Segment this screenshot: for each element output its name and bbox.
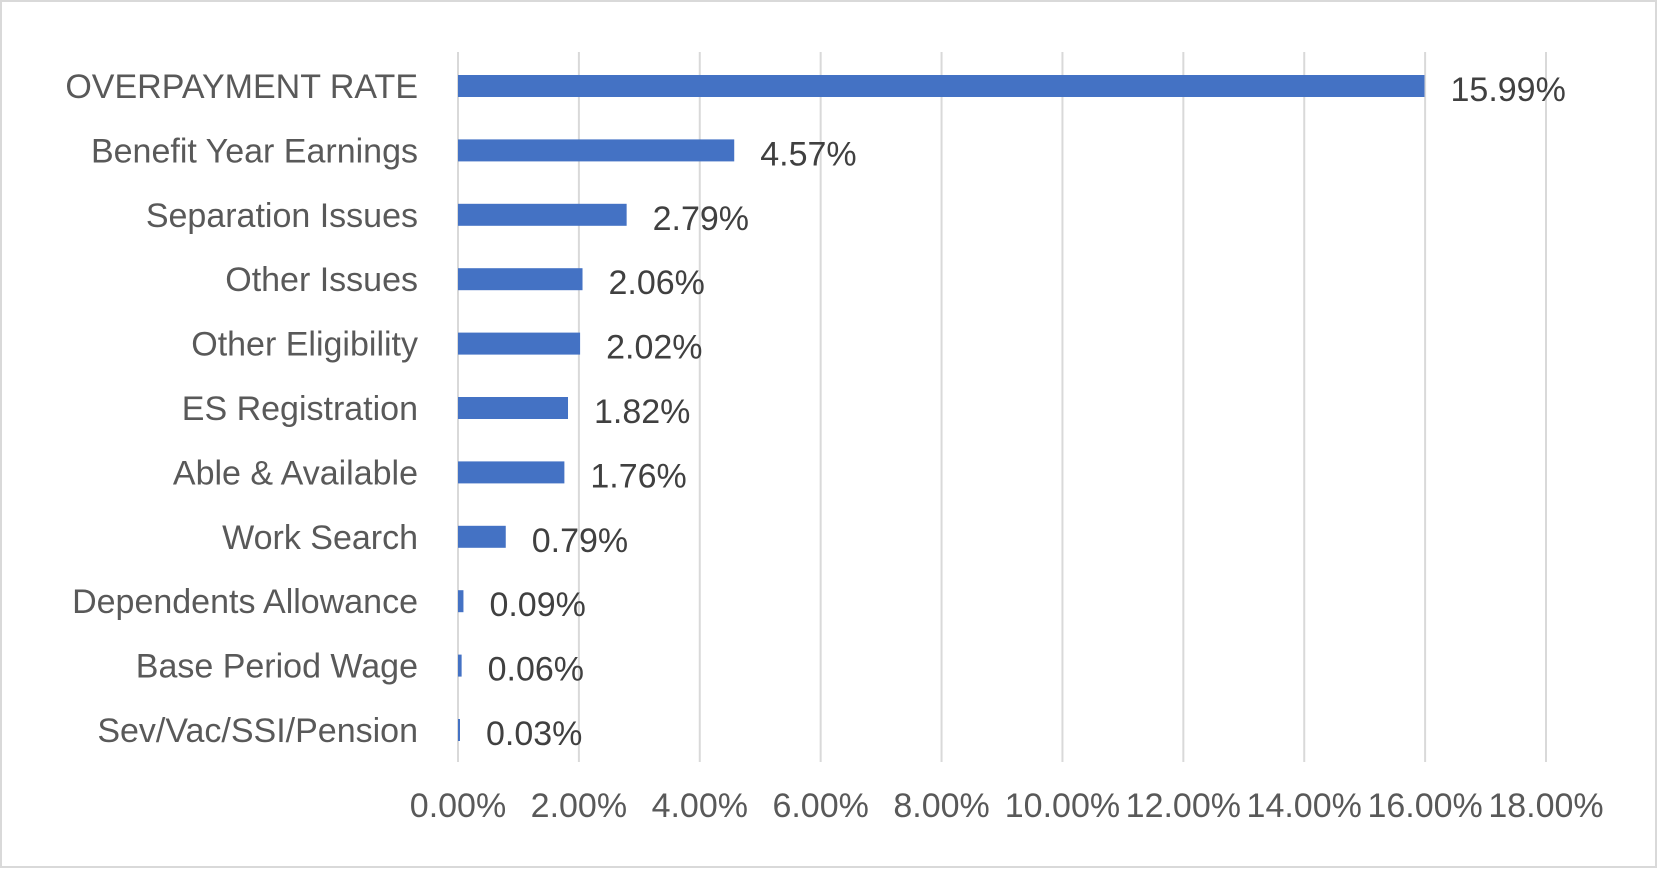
data-label: 2.02% <box>606 329 702 367</box>
bar <box>458 203 627 226</box>
x-tick-label: 14.00% <box>1247 787 1362 825</box>
bar <box>458 139 735 162</box>
data-label: 0.03% <box>486 715 582 753</box>
category-label: Dependents Allowance <box>72 583 418 621</box>
category-label: Other Issues <box>225 261 418 299</box>
category-label: OVERPAYMENT RATE <box>65 68 418 106</box>
x-tick-label: 12.00% <box>1126 787 1241 825</box>
bar <box>458 75 1425 97</box>
x-tick-label: 18.00% <box>1488 787 1603 825</box>
category-labels: OVERPAYMENT RATE Benefit Year Earnings Sep… <box>65 68 418 750</box>
data-label: 2.06% <box>609 264 705 302</box>
x-tick-label: 8.00% <box>893 787 989 825</box>
category-label: Other Eligibility <box>191 326 418 364</box>
x-tick-label: 10.00% <box>1005 787 1120 825</box>
category-label: ES Registration <box>182 390 418 428</box>
data-label: 0.79% <box>532 522 628 560</box>
category-label: Sev/Vac/SSI/Pension <box>97 712 418 750</box>
bar <box>458 525 506 548</box>
x-tick-label: 4.00% <box>652 787 748 825</box>
x-axis-tick-labels: 0.00% 2.00% 4.00% 6.00% 8.00% 10.00% 12.00% 14.… <box>410 787 1604 825</box>
bar <box>458 332 581 355</box>
bar <box>458 590 464 613</box>
x-tick-label: 6.00% <box>772 787 868 825</box>
bar <box>458 268 583 291</box>
category-label: Base Period Wage <box>136 648 418 686</box>
x-tick-label: 16.00% <box>1367 787 1482 825</box>
data-label: 1.82% <box>594 393 690 431</box>
bar <box>458 461 565 484</box>
category-label: Able & Available <box>173 454 418 492</box>
category-label: Separation Issues <box>146 197 418 235</box>
data-label: 15.99% <box>1451 71 1566 109</box>
data-labels: 15.99% 4.57% 2.79% 2.06% 2.02% 1.82% 1.76% 0.79… <box>486 71 1566 753</box>
gridlines <box>457 52 1547 762</box>
category-label: Benefit Year Earnings <box>91 132 418 170</box>
bar <box>458 654 462 677</box>
category-label: Work Search <box>222 519 418 557</box>
data-label: 0.06% <box>488 651 584 689</box>
x-tick-label: 2.00% <box>531 787 627 825</box>
data-label: 1.76% <box>590 457 686 495</box>
data-label: 4.57% <box>760 135 856 173</box>
bars <box>458 75 1425 741</box>
bar <box>458 719 460 741</box>
x-tick-label: 0.00% <box>410 787 506 825</box>
bar <box>458 397 569 419</box>
data-label: 0.09% <box>489 586 585 624</box>
data-label: 2.79% <box>653 200 749 238</box>
